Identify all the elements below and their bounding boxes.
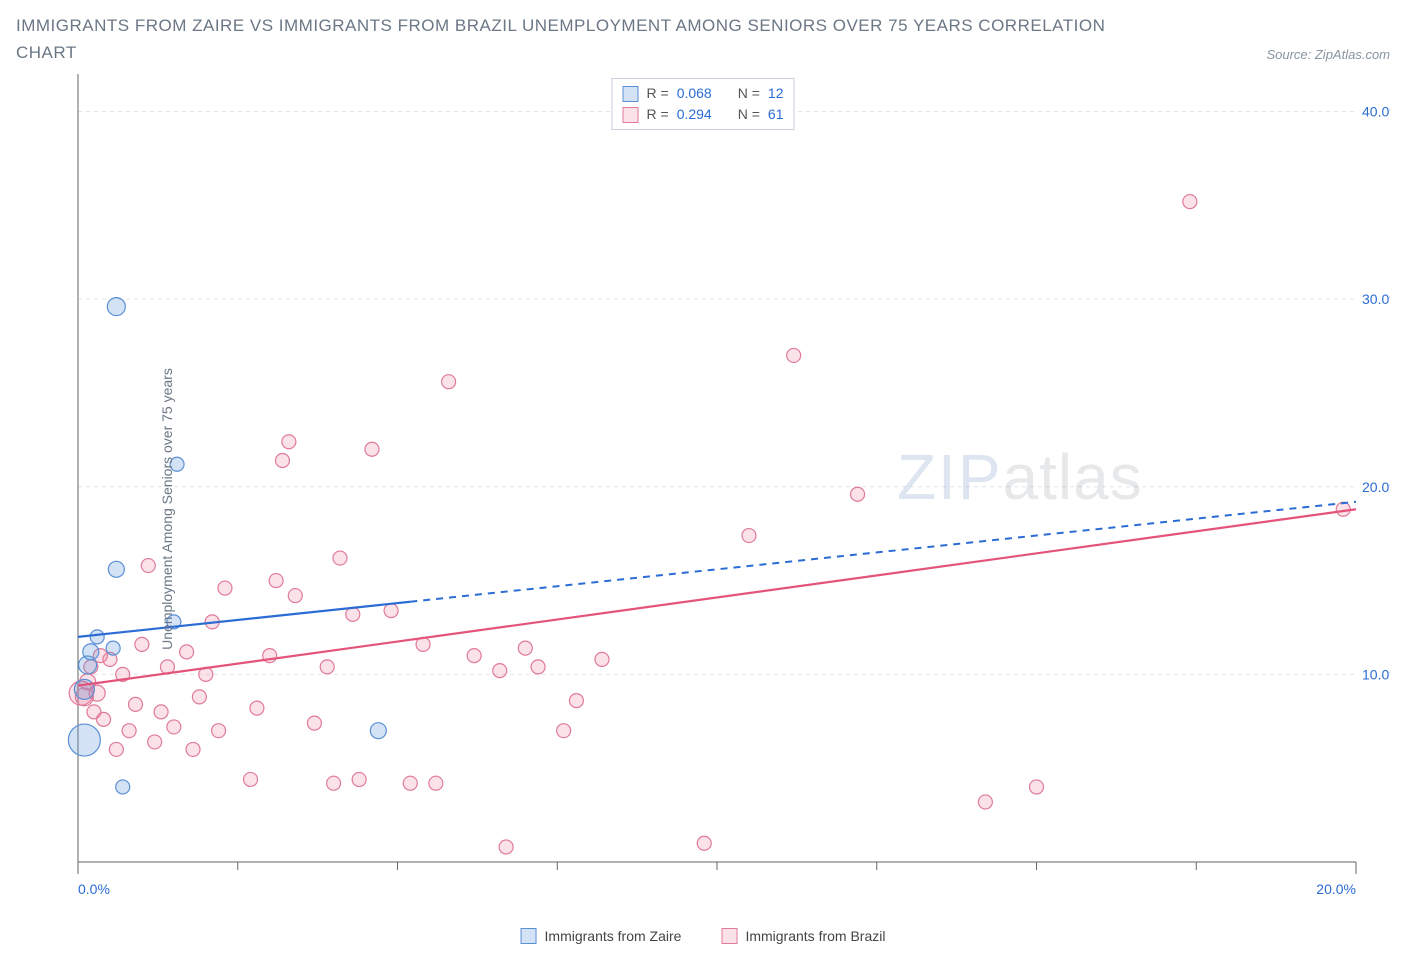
- zaire-point: [90, 630, 104, 644]
- x-tick-label: 0.0%: [78, 881, 110, 897]
- zaire-point: [74, 680, 94, 700]
- zaire-swatch-icon: [521, 928, 537, 944]
- brazil-point: [742, 529, 756, 543]
- r-value: 0.068: [677, 83, 712, 104]
- brazil-point: [192, 690, 206, 704]
- zaire-point: [108, 562, 124, 578]
- n-value: 12: [768, 83, 784, 104]
- brazil-point: [327, 777, 341, 791]
- brazil-point: [212, 724, 226, 738]
- brazil-point: [467, 649, 481, 663]
- brazil-point: [288, 589, 302, 603]
- r-label: R =: [647, 104, 669, 125]
- y-tick-label: 20.0%: [1362, 479, 1390, 495]
- zaire-point: [68, 724, 100, 756]
- brazil-point: [244, 773, 258, 787]
- n-label: N =: [738, 83, 760, 104]
- brazil-point: [978, 795, 992, 809]
- legend-label: Immigrants from Zaire: [545, 928, 682, 944]
- brazil-point: [531, 660, 545, 674]
- brazil-point: [1183, 195, 1197, 209]
- zaire-point: [370, 723, 386, 739]
- brazil-point: [346, 608, 360, 622]
- brazil-point: [595, 653, 609, 667]
- brazil-point: [352, 773, 366, 787]
- brazil-point: [282, 435, 296, 449]
- brazil-point: [365, 443, 379, 457]
- y-axis-label: Unemployment Among Seniors over 75 years: [159, 369, 175, 651]
- chart-header: IMMIGRANTS FROM ZAIRE VS IMMIGRANTS FROM…: [16, 12, 1390, 66]
- brazil-point: [218, 581, 232, 595]
- brazil-point: [518, 641, 532, 655]
- y-tick-label: 30.0%: [1362, 292, 1390, 308]
- y-tick-label: 40.0%: [1362, 104, 1390, 120]
- zaire-point: [83, 644, 99, 660]
- zaire-swatch-icon: [623, 86, 639, 102]
- brazil-point: [320, 660, 334, 674]
- n-label: N =: [738, 104, 760, 125]
- brazil-point: [557, 724, 571, 738]
- brazil-point: [384, 604, 398, 618]
- brazil-point: [333, 551, 347, 565]
- brazil-point: [403, 777, 417, 791]
- zaire-trendline-extrapolated: [410, 502, 1356, 602]
- zaire-trendline: [78, 602, 410, 637]
- brazil-point: [499, 840, 513, 854]
- stats-row-zaire: R = 0.068 N = 12: [623, 83, 784, 104]
- brazil-swatch-icon: [623, 107, 639, 123]
- chart-container: Unemployment Among Seniors over 75 years…: [16, 74, 1390, 944]
- brazil-point: [429, 777, 443, 791]
- chart-title: IMMIGRANTS FROM ZAIRE VS IMMIGRANTS FROM…: [16, 12, 1116, 66]
- zaire-point: [107, 298, 125, 316]
- legend-item-brazil: Immigrants from Brazil: [721, 928, 885, 944]
- brazil-point: [97, 713, 111, 727]
- brazil-point: [493, 664, 507, 678]
- brazil-point: [141, 559, 155, 573]
- brazil-point: [135, 638, 149, 652]
- brazil-trendline: [78, 510, 1356, 686]
- zaire-point: [116, 780, 130, 794]
- brazil-point: [569, 694, 583, 708]
- brazil-point: [250, 702, 264, 716]
- brazil-point: [1030, 780, 1044, 794]
- x-tick-label: 20.0%: [1316, 881, 1356, 897]
- brazil-point: [269, 574, 283, 588]
- legend-item-zaire: Immigrants from Zaire: [521, 928, 682, 944]
- brazil-swatch-icon: [721, 928, 737, 944]
- brazil-point: [154, 705, 168, 719]
- n-value: 61: [768, 104, 784, 125]
- y-tick-label: 10.0%: [1362, 667, 1390, 683]
- brazil-point: [148, 735, 162, 749]
- brazil-point: [129, 698, 143, 712]
- brazil-point: [697, 837, 711, 851]
- brazil-point: [442, 375, 456, 389]
- brazil-point: [186, 743, 200, 757]
- brazil-point: [122, 724, 136, 738]
- stats-legend-box: R = 0.068 N = 12 R = 0.294 N = 61: [612, 78, 795, 130]
- brazil-point: [851, 488, 865, 502]
- brazil-point: [180, 645, 194, 659]
- series-legend: Immigrants from Zaire Immigrants from Bra…: [521, 928, 886, 944]
- source-credit: Source: ZipAtlas.com: [1266, 47, 1390, 66]
- scatter-plot: 10.0% 20.0% 30.0% 40.0% 0.0% 20.0%: [16, 74, 1390, 944]
- zaire-point: [106, 641, 120, 655]
- legend-label: Immigrants from Brazil: [745, 928, 885, 944]
- brazil-point: [787, 349, 801, 363]
- stats-row-brazil: R = 0.294 N = 61: [623, 104, 784, 125]
- brazil-point: [307, 717, 321, 731]
- r-label: R =: [647, 83, 669, 104]
- brazil-point: [275, 454, 289, 468]
- brazil-point: [167, 720, 181, 734]
- brazil-point: [109, 743, 123, 757]
- r-value: 0.294: [677, 104, 712, 125]
